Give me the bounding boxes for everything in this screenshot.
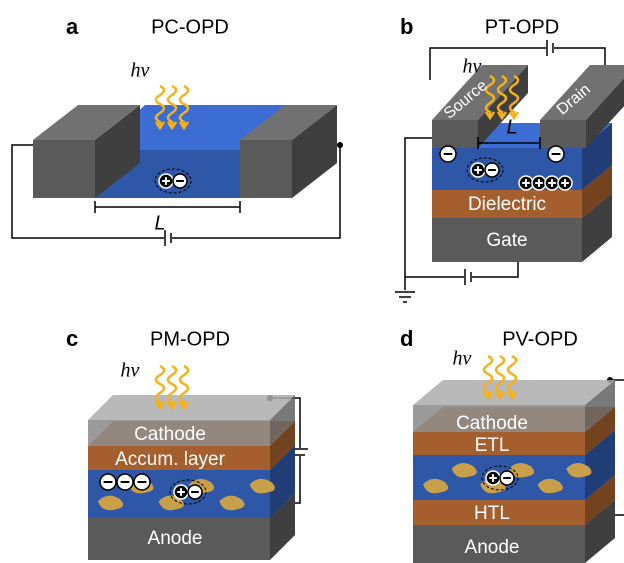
photon [166,364,178,411]
photon [496,74,508,121]
box-front [432,190,582,218]
panel-title: PC-OPD [151,16,229,38]
box-front [88,446,270,470]
box-side [585,430,615,500]
photon-label: hν [131,60,150,82]
photon [178,364,190,411]
exciton [154,168,192,194]
layer-label: Anode [148,528,203,549]
exciton [169,479,207,505]
box-front [540,120,586,148]
exciton [481,465,519,491]
layer-label: Dielectric [468,194,546,215]
box-side [585,500,615,563]
panel-letter: c [66,326,78,351]
photon [166,84,178,131]
box-front [413,405,585,432]
box-top [33,105,140,140]
layer-label: Accum. layer [115,449,225,470]
box-side [585,380,615,432]
panel-title: PM-OPD [150,328,230,350]
panel-title: PV-OPD [502,328,578,350]
layer-label: Cathode [134,424,206,445]
box-side [585,407,615,455]
box-top [95,105,290,150]
photon-label: hν [453,348,472,370]
gap [546,42,554,54]
box-side [270,445,295,518]
box-top [540,65,624,120]
box-side [95,105,140,198]
box-side [478,65,528,148]
photon [508,74,520,121]
box-side [292,105,337,198]
box-front [88,518,270,560]
wire [11,144,341,239]
box-top [413,380,615,405]
box-side [585,475,615,525]
panel-title: PT-OPD [485,16,559,38]
photon-label: hν [463,56,482,78]
length-label: L [506,116,517,138]
box-side [270,395,295,446]
gap [464,271,472,283]
box-front [413,500,585,525]
donor-domain [509,462,535,478]
box-front [33,140,95,198]
exciton [466,157,504,183]
length-label: L [154,212,165,234]
donor-domain [219,495,245,511]
box-front [240,140,292,198]
donor-domain [158,495,184,511]
photon [178,84,190,131]
donor-domain [249,478,275,494]
photon [506,354,518,401]
contact-dot [337,142,343,148]
panel-letter: b [400,14,413,39]
shapes [11,40,624,563]
box-front [88,420,270,446]
gap [294,448,306,456]
photon-label: hν [121,360,140,382]
box-top [240,105,337,140]
box-front [432,218,582,262]
donor-domain [98,495,124,511]
layer-label: ETL [475,435,510,456]
photon [494,354,506,401]
photon [154,364,166,411]
box-side [582,123,612,190]
box-front [432,120,478,148]
panel-letter: d [400,326,413,351]
photon [482,354,494,401]
box-side [270,493,295,560]
box-side [582,165,612,218]
box-side [270,421,295,470]
layer-label: HTL [474,503,510,524]
donor-domain [423,478,449,494]
panel-letter: a [66,14,79,39]
box-side [586,78,624,148]
box-side [582,193,612,262]
box-front [413,432,585,455]
photon [484,74,496,121]
photon [154,84,166,131]
layer-label: Cathode [456,413,528,434]
donor-domain [566,462,592,478]
layer-label: Anode [465,537,520,558]
gap [164,232,172,244]
donor-domain [537,478,563,494]
box-top [88,395,295,420]
box-front [413,525,585,563]
donor-domain [451,462,477,478]
layer-label: Gate [486,230,527,251]
